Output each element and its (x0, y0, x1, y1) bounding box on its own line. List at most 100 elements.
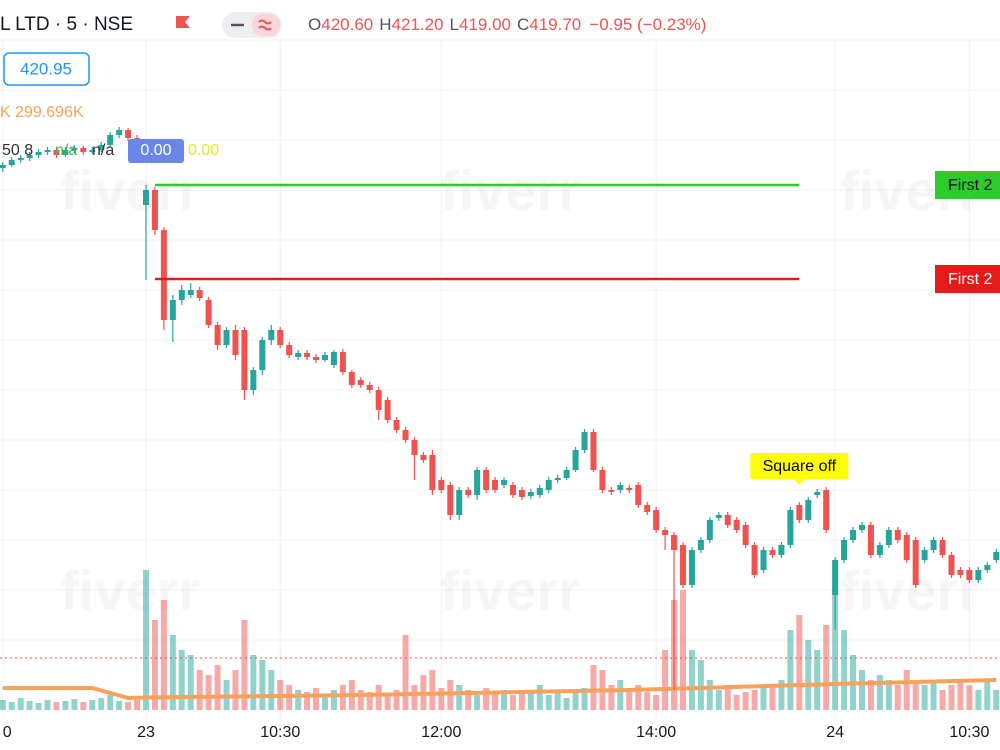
candle-body (867, 525, 874, 555)
ohlc-label: H (379, 15, 391, 34)
candle-body (375, 390, 382, 410)
volume-bar (393, 690, 400, 710)
candle-body (232, 330, 239, 355)
volume-pane (0, 570, 1000, 710)
watermark: fiverr (440, 559, 580, 622)
candle-body (993, 552, 1000, 560)
candle-body (545, 480, 552, 490)
ohlc-value: 420.60 (321, 15, 373, 34)
volume-bar (492, 692, 499, 710)
candle-body (742, 525, 749, 545)
volume-bar (142, 570, 149, 710)
volume-bar (187, 655, 194, 710)
candle-body (447, 485, 454, 515)
candle-body (366, 385, 373, 390)
volume-bar (402, 635, 409, 710)
volume-bar (98, 698, 105, 710)
candle-body (536, 488, 543, 495)
volume-bar (751, 690, 758, 710)
candle-body (8, 160, 15, 165)
candle-body (187, 290, 194, 295)
volume-bar (17, 698, 24, 710)
compare-button[interactable] (252, 14, 280, 36)
candle-body (921, 550, 928, 560)
candle-body (160, 230, 167, 320)
volume-bar (304, 692, 311, 710)
volume-bar (814, 650, 821, 710)
candle-body (98, 145, 105, 150)
volume-bar (679, 590, 686, 710)
volume-bar (330, 690, 337, 710)
x-tick-label: 14:00 (636, 724, 676, 741)
ohlc-value: 419.00 (459, 15, 511, 34)
candle-body (483, 470, 490, 490)
volume-bar (527, 690, 534, 710)
volume-bar (653, 695, 660, 710)
level-label: First 2 (948, 177, 993, 194)
volume-bar (169, 635, 176, 710)
indicator-badge (128, 139, 184, 163)
candle-body (635, 485, 642, 505)
volume-bar (697, 660, 704, 710)
volume-bar (465, 690, 472, 710)
volume-bar (984, 680, 991, 710)
volume-bar (993, 690, 1000, 710)
x-tick-label: 23 (137, 724, 155, 741)
candle-body (885, 530, 892, 545)
candle-body (178, 290, 185, 300)
candle-body (169, 300, 176, 320)
candle-body (500, 480, 507, 485)
candle-body (724, 515, 731, 525)
candle-body (313, 357, 320, 360)
candle-body (572, 450, 579, 470)
volume-bar (894, 685, 901, 710)
price-badge: 420.95 (20, 59, 72, 78)
candle-body (626, 488, 633, 490)
ohlc-value: 421.20 (392, 15, 444, 34)
candle-body (420, 455, 427, 460)
volume-bar (321, 695, 328, 710)
volume-bar (912, 680, 919, 710)
volume-ma (2, 678, 997, 700)
volume-bar (581, 688, 588, 710)
candle-body (250, 370, 257, 390)
candle-body (563, 470, 570, 478)
volume-bar (724, 685, 731, 710)
volume-bar (483, 688, 490, 710)
candle-body (402, 430, 409, 440)
volume-bar (357, 690, 364, 710)
volume-bar (563, 698, 570, 710)
volume-bar (295, 690, 302, 710)
volume-bar (769, 685, 776, 710)
volume-bar (44, 700, 51, 710)
volume-bar (35, 703, 42, 710)
candle-body (760, 550, 767, 570)
candle-body (214, 325, 221, 345)
volume-bar (313, 688, 320, 710)
candle-body (411, 440, 418, 455)
candle-body (984, 565, 991, 570)
volume-bar (429, 670, 436, 710)
volume-bar (116, 701, 123, 710)
candle-body (429, 455, 436, 490)
flag-icon[interactable] (176, 16, 190, 28)
candle-body (948, 555, 955, 575)
candle-body (688, 550, 695, 585)
volume-bar (733, 695, 740, 710)
volume-bar (259, 660, 266, 710)
candle-body (0, 165, 6, 168)
candle-body (465, 490, 472, 495)
candle-body (769, 550, 776, 555)
candle-body (17, 158, 24, 160)
x-tick-label: 10:30 (949, 724, 989, 741)
volume-bar (554, 690, 561, 710)
candle-body (44, 150, 51, 152)
candle-body (304, 353, 311, 357)
ohlc-label: O (308, 15, 321, 34)
candle-body (151, 190, 158, 230)
volume-bar (178, 650, 185, 710)
candle-body (384, 400, 391, 420)
indicator-value: 0.00 (140, 142, 171, 159)
volume-bar (196, 670, 203, 710)
